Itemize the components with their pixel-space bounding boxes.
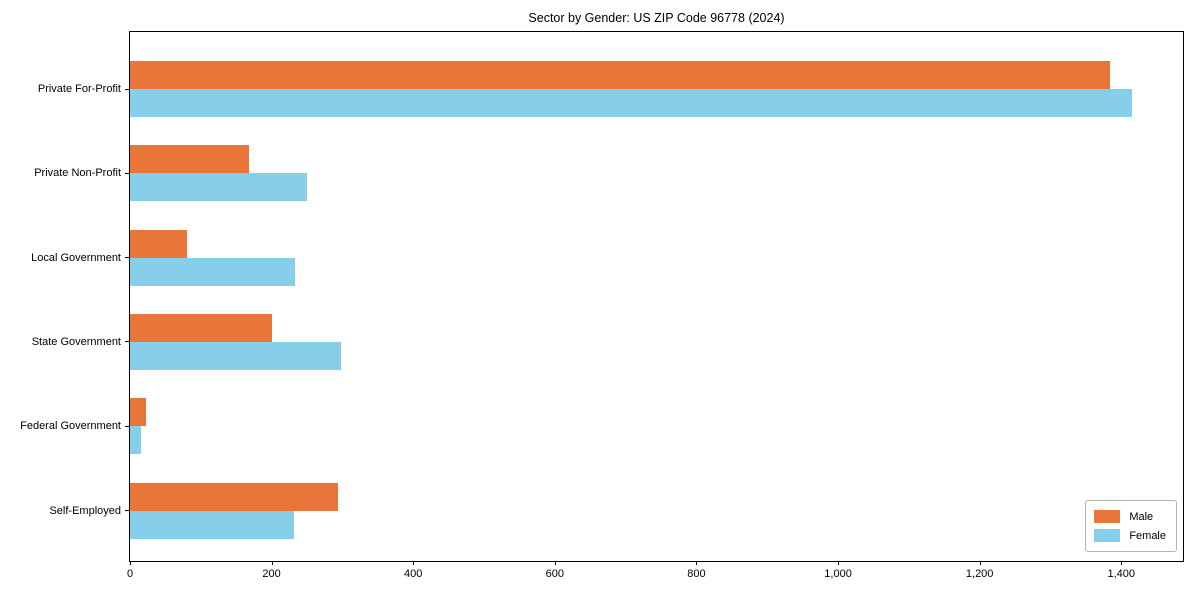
- x-tick-mark: [130, 561, 131, 565]
- y-tick-mark: [125, 88, 130, 90]
- y-tick-label-private-for-profit: Private For-Profit: [37, 83, 121, 95]
- x-tick-mark: [413, 561, 415, 565]
- x-tick-label: 0: [126, 568, 134, 580]
- bar-female-private-for-profit: [130, 89, 1133, 117]
- bar-female-private-non-profit: [130, 173, 307, 202]
- x-tick-mark: [838, 561, 840, 565]
- bar-female-self-employed: [130, 510, 294, 539]
- bar-male-state-government: [130, 313, 273, 342]
- y-tick-mark: [125, 341, 130, 343]
- y-tick-label-self-employed: Self-Employed: [49, 504, 121, 517]
- legend-item-male: Male: [1094, 507, 1166, 526]
- bar-male-local-government: [130, 229, 187, 258]
- bar-male-self-employed: [130, 482, 338, 511]
- x-tick-label: 1,000: [824, 568, 852, 580]
- bar-female-state-government: [130, 341, 342, 370]
- x-tick-label: 600: [545, 568, 565, 580]
- plot-area: Private For-Profit Private Non-Profit Loca…: [20, 31, 1184, 580]
- y-tick-label-local-government: Local Government: [31, 251, 121, 264]
- x-tick-label: 400: [404, 568, 423, 580]
- x-tick-mark: [979, 561, 981, 565]
- legend-item-female: Female: [1094, 526, 1166, 545]
- bar-female-local-government: [130, 257, 296, 286]
- legend: Male Female: [1085, 500, 1177, 552]
- legend-label-male: Male: [1129, 510, 1154, 523]
- x-tick-label: 1,200: [965, 568, 994, 580]
- bar-male-private-non-profit: [130, 145, 249, 174]
- x-tick-mark: [554, 561, 556, 565]
- chart-title: Sector by Gender: US ZIP Code 96778 (202…: [528, 11, 785, 25]
- bar-female-federal-government: [130, 426, 142, 455]
- y-tick-label-federal-government: Federal Government: [20, 420, 121, 433]
- y-tick-mark: [125, 257, 130, 259]
- x-tick-mark: [271, 561, 273, 565]
- legend-swatch-male: [1094, 510, 1121, 523]
- x-tick-mark: [696, 561, 698, 565]
- y-tick-mark: [125, 425, 130, 427]
- x-tick-label: 200: [262, 568, 281, 580]
- legend-label-female: Female: [1129, 529, 1166, 542]
- y-tick-mark: [125, 172, 130, 174]
- legend-swatch-female: [1094, 529, 1121, 542]
- x-tick-label: 1,400: [1107, 568, 1136, 580]
- x-tick-label: 800: [687, 568, 706, 580]
- bar-male-federal-government: [130, 398, 147, 427]
- y-tick-mark: [125, 510, 130, 511]
- y-tick-label-state-government: State Government: [31, 335, 121, 348]
- x-tick-mark: [1121, 561, 1123, 565]
- y-tick-label-private-non-profit: Private Non-Profit: [34, 167, 121, 180]
- bar-male-private-for-profit: [130, 61, 1110, 89]
